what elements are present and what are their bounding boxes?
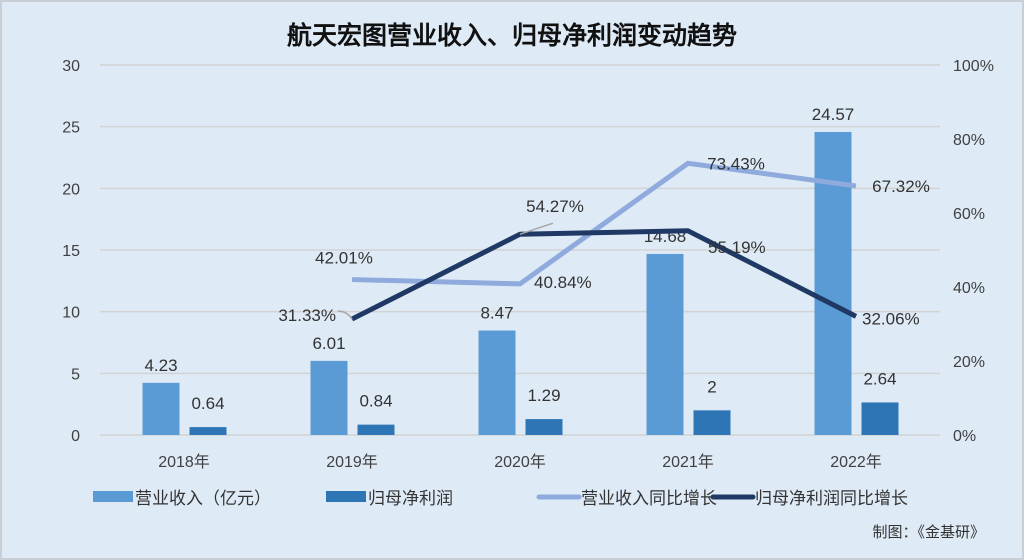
y-left-tick-label: 25: [62, 120, 80, 137]
y-right-tick-label: 60%: [953, 206, 985, 223]
bar-data-label: 0.84: [359, 392, 392, 411]
bar-data-label: 24.57: [812, 105, 855, 124]
line-data-label: 40.84%: [534, 273, 592, 292]
bar-data-label: 8.47: [480, 304, 513, 323]
legend-label: 归母净利润同比增长: [755, 489, 908, 508]
leader-line: [337, 310, 353, 320]
y-right-tick-label: 0%: [953, 428, 976, 445]
bar-net-profit: [357, 424, 395, 435]
x-tick-label: 2019年: [326, 453, 378, 471]
x-tick-label: 2018年: [158, 453, 210, 471]
bar-revenue: [814, 131, 852, 435]
line-data-label: 42.01%: [315, 249, 373, 268]
chart-credit: 制图：《金基研》: [872, 524, 985, 541]
bar-revenue: [646, 253, 684, 435]
y-right-tick-label: 40%: [953, 280, 985, 297]
x-tick-label: 2020年: [494, 453, 546, 471]
x-tick-label: 2021年: [662, 453, 714, 471]
y-left-tick-label: 10: [62, 305, 80, 322]
bar-net-profit: [525, 419, 563, 435]
bar-data-label: 6.01: [312, 334, 345, 353]
bar-data-label: 2.64: [863, 369, 896, 388]
y-left-tick-label: 0: [71, 428, 80, 445]
bar-data-label: 1.29: [527, 386, 560, 405]
y-right-tick-label: 100%: [953, 58, 994, 75]
legend-label: 营业收入（亿元）: [135, 489, 271, 508]
line-data-label: 31.33%: [278, 306, 336, 325]
legend-label: 营业收入同比增长: [581, 489, 717, 508]
line-data-label: 67.32%: [872, 177, 930, 196]
bar-net-profit: [189, 427, 227, 435]
chart-title: 航天宏图营业收入、归母净利润变动趋势: [287, 21, 737, 50]
line-data-label: 54.27%: [526, 197, 584, 216]
bar-net-profit: [861, 402, 899, 435]
x-tick-label: 2022年: [830, 453, 882, 471]
bar-net-profit: [693, 410, 731, 435]
legend-label: 归母净利润: [368, 489, 453, 508]
line-data-label: 55.19%: [708, 238, 766, 257]
y-left-tick-label: 5: [71, 366, 80, 383]
leader-line: [519, 222, 554, 235]
line-net-profit-growth: [350, 228, 858, 322]
y-left-tick-label: 15: [62, 243, 80, 260]
bar-revenue: [478, 330, 516, 435]
bar-revenue: [142, 382, 180, 435]
y-left-tick-label: 20: [62, 181, 80, 198]
y-left-tick-label: 30: [62, 58, 80, 75]
bar-data-label: 2: [707, 377, 716, 396]
line-data-label: 32.06%: [862, 309, 920, 328]
bar-data-label: 0.64: [191, 394, 224, 413]
y-right-tick-label: 80%: [953, 132, 985, 149]
legend-swatch: [93, 491, 133, 502]
y-right-tick-label: 20%: [953, 354, 985, 371]
bar-data-label: 4.23: [144, 356, 177, 375]
line-revenue-growth: [351, 160, 857, 287]
line-data-label: 73.43%: [707, 154, 765, 173]
bar-revenue: [310, 360, 348, 435]
legend-swatch: [326, 491, 366, 502]
